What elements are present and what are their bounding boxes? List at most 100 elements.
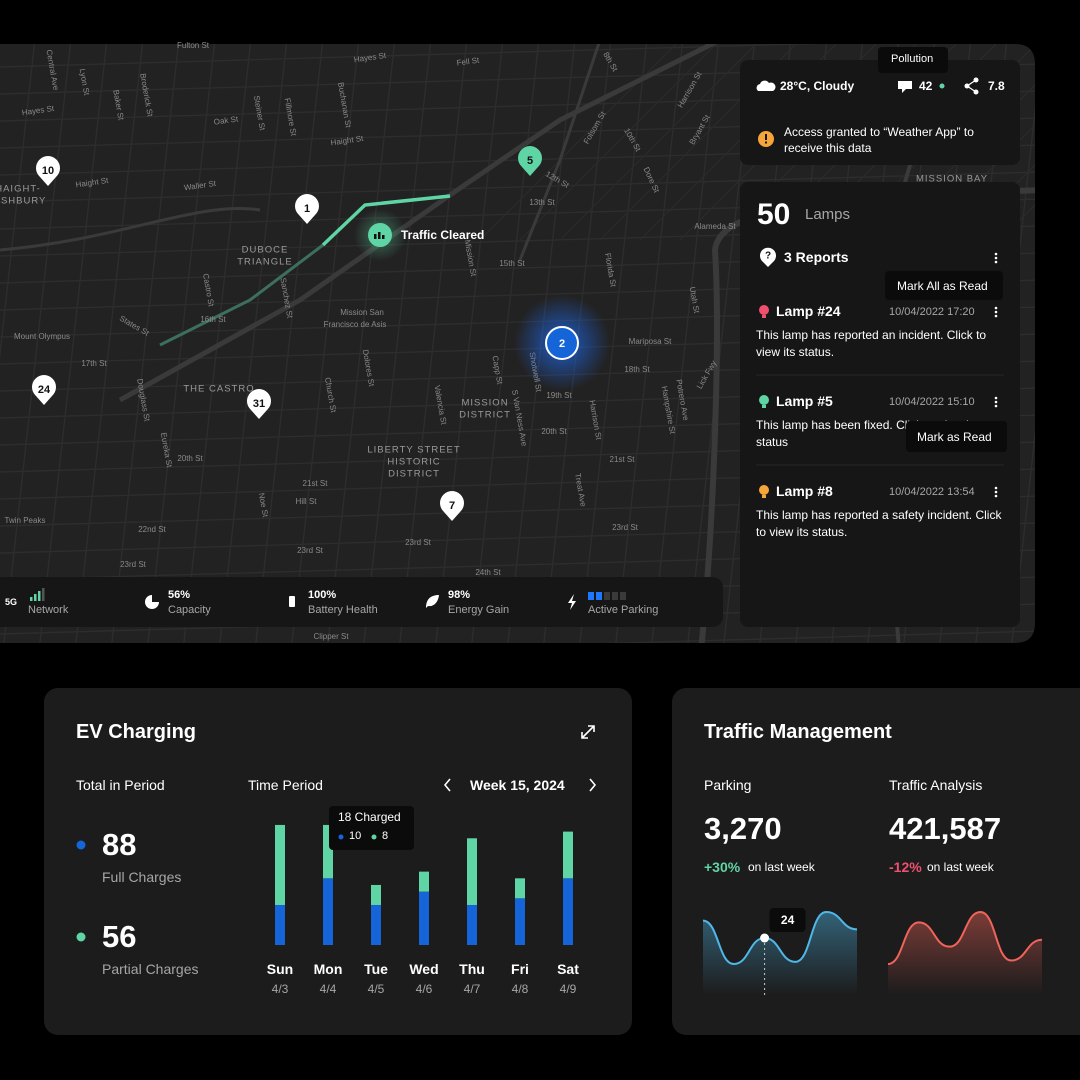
total-value: 88: [102, 827, 137, 862]
street: [577, 44, 649, 643]
icon: [568, 594, 576, 610]
tooltip-value: 8: [382, 830, 389, 842]
tooltip-dot: [371, 834, 377, 840]
tooltip-dot: [338, 834, 344, 840]
spark-area: [888, 912, 1042, 995]
street: [519, 44, 761, 241]
marker-dot: [760, 933, 770, 943]
street-label: 19th St: [546, 391, 572, 400]
street: [0, 171, 1035, 203]
x-tick-label: Sat: [557, 961, 579, 977]
street: [0, 44, 1035, 68]
x-tick-label: Fri: [511, 961, 529, 977]
street-label: 21st St: [610, 455, 636, 464]
pin-label: 5: [527, 155, 533, 167]
x-tick-label: Mon: [313, 961, 343, 977]
street: [325, 44, 397, 643]
major-road: [0, 206, 261, 252]
street-label: 15th St: [499, 259, 525, 268]
tooltip-text: Pollution: [891, 53, 934, 65]
status-label: Network: [28, 604, 69, 616]
metric-change-text: on last week: [927, 860, 994, 874]
street-label: LIBERTY STREET: [367, 445, 460, 456]
pin: [32, 375, 57, 405]
status-dot: [939, 83, 945, 89]
pin-label: 24: [38, 384, 51, 396]
bulb-base: [762, 495, 766, 498]
index-value: 7.8: [988, 79, 1005, 93]
tooltip-value: 10: [349, 830, 362, 842]
map-callout: Traffic Cleared: [401, 228, 485, 242]
tooltip-text: Mark as Read: [917, 430, 992, 444]
spark-line: [702, 910, 858, 966]
kebab-dot: [994, 404, 998, 408]
tooltip-text: Mark All as Read: [897, 279, 988, 293]
x-tick-label: Sun: [266, 961, 294, 977]
metric-change: +30%: [704, 859, 741, 875]
tooltip: [906, 421, 1007, 452]
kebab-dot: [994, 396, 998, 400]
x-tick-date: 4/3: [271, 982, 289, 996]
major-road: [118, 44, 722, 403]
bar-segment: [275, 904, 285, 945]
lamp-name: Lamp #5: [776, 393, 833, 409]
street-label: ASHBURY: [0, 196, 46, 207]
street-label: 20th St: [177, 454, 203, 463]
signal-bar: [42, 588, 45, 601]
parking-slot: [596, 592, 602, 600]
parking-slot: [612, 592, 618, 600]
legend-dot: [76, 840, 86, 850]
status-label: Active Parking: [588, 604, 659, 616]
kebab-dot: [994, 490, 998, 494]
signal-bar: [30, 597, 33, 601]
metric-value: 421,587: [889, 811, 1002, 846]
signal-bar: [38, 591, 41, 601]
street-label: Mount Olympus: [14, 332, 70, 341]
x-tick-date: 4/5: [367, 982, 385, 996]
tooltip-title: 18 Charged: [338, 810, 401, 824]
street: [73, 44, 145, 643]
major-road: [518, 44, 602, 261]
metric-label: Traffic Analysis: [889, 777, 983, 793]
pin-label: 1: [304, 203, 310, 215]
street-label: Alameda St: [694, 222, 736, 231]
street: [1009, 44, 1035, 643]
x-tick-date: 4/8: [511, 982, 529, 996]
kebab-dot: [994, 494, 998, 498]
status-value: 98%: [448, 589, 471, 601]
spark-area: [703, 912, 857, 995]
street: [0, 10, 1040, 40]
icon-bar: [382, 235, 385, 239]
kebab-dot: [994, 486, 998, 490]
lamp-text: This lamp has reported an incident. Clic…: [756, 328, 987, 359]
week: Week 15, 2024: [470, 777, 565, 793]
ev-card: [44, 688, 632, 1035]
status-label: Energy Gain: [448, 604, 510, 616]
street: [289, 44, 361, 643]
status-value: 5G: [5, 597, 18, 607]
metric-change-text: on last week: [748, 860, 815, 874]
street: [109, 44, 181, 643]
street: [253, 44, 325, 643]
street-label: 22nd St: [138, 525, 166, 534]
pin: [518, 146, 542, 176]
pin: [295, 194, 319, 224]
spark-line: [887, 910, 1043, 965]
bar-segment: [275, 824, 285, 905]
report-icon-mark: ?: [765, 251, 771, 262]
street-label: 17th St: [81, 359, 107, 368]
weather-card: [740, 60, 1020, 165]
icon: [289, 596, 295, 607]
status-value: 56%: [168, 589, 191, 601]
period-label: Time Period: [248, 777, 323, 793]
bar-segment: [515, 878, 525, 899]
lamp-count: 50: [757, 198, 791, 231]
expand-icon: [581, 725, 595, 739]
x-tick-date: 4/4: [319, 982, 337, 996]
pin-label: 31: [253, 398, 265, 410]
street-label: 23rd St: [612, 523, 639, 532]
street-label: 24th St: [475, 568, 501, 577]
prev-arrow: [443, 778, 451, 792]
